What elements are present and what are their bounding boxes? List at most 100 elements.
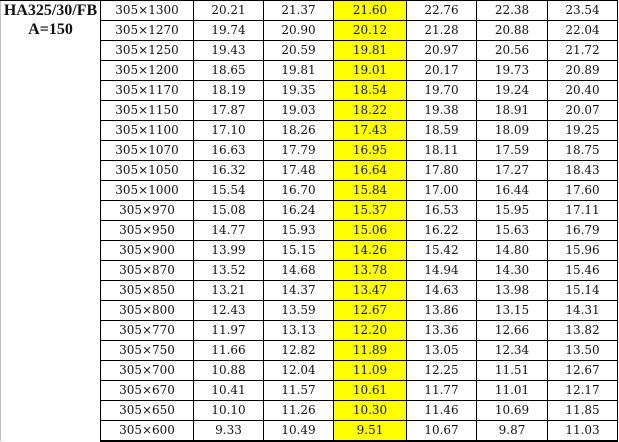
value-cell[interactable]: 11.66 — [193, 340, 264, 361]
value-cell[interactable]: 16.53 — [406, 200, 477, 221]
value-cell[interactable]: 15.08 — [193, 200, 264, 221]
value-cell[interactable]: 16.63 — [193, 140, 264, 161]
value-cell[interactable]: 10.49 — [263, 420, 334, 442]
value-cell[interactable]: 16.70 — [263, 180, 334, 201]
value-cell[interactable]: 14.77 — [193, 220, 264, 241]
value-cell[interactable]: 14.63 — [406, 280, 477, 301]
value-cell[interactable]: 18.91 — [476, 100, 548, 121]
value-cell[interactable]: 10.41 — [193, 380, 264, 401]
value-cell[interactable]: 20.21 — [193, 0, 264, 21]
size-cell[interactable]: 305×950 — [100, 220, 194, 241]
value-cell[interactable]: 17.27 — [476, 160, 548, 181]
value-cell[interactable]: 17.80 — [406, 160, 477, 181]
value-cell[interactable]: 13.52 — [193, 260, 264, 281]
value-cell[interactable]: 12.67 — [547, 360, 618, 381]
value-cell[interactable]: 13.50 — [547, 340, 618, 361]
value-cell[interactable]: 15.14 — [547, 280, 618, 301]
value-cell[interactable]: 16.32 — [193, 160, 264, 181]
value-cell[interactable]: 18.59 — [406, 120, 477, 141]
size-cell[interactable]: 305×1000 — [100, 180, 194, 201]
value-cell[interactable]: 18.22 — [333, 100, 407, 121]
value-cell[interactable]: 15.15 — [263, 240, 334, 261]
size-cell[interactable]: 305×650 — [100, 400, 194, 421]
value-cell[interactable]: 18.54 — [333, 80, 407, 101]
value-cell[interactable]: 11.03 — [547, 420, 618, 442]
size-cell[interactable]: 305×1170 — [100, 80, 194, 101]
value-cell[interactable]: 14.26 — [333, 240, 407, 261]
value-cell[interactable]: 11.51 — [476, 360, 548, 381]
value-cell[interactable]: 20.90 — [263, 20, 334, 41]
value-cell[interactable]: 20.97 — [406, 40, 477, 61]
value-cell[interactable]: 13.59 — [263, 300, 334, 321]
value-cell[interactable]: 18.11 — [406, 140, 477, 161]
value-cell[interactable]: 19.81 — [333, 40, 407, 61]
value-cell[interactable]: 13.15 — [476, 300, 548, 321]
value-cell[interactable]: 13.86 — [406, 300, 477, 321]
size-cell[interactable]: 305×1270 — [100, 20, 194, 41]
value-cell[interactable]: 11.77 — [406, 380, 477, 401]
value-cell[interactable]: 9.33 — [193, 420, 264, 442]
value-cell[interactable]: 21.72 — [547, 40, 618, 61]
value-cell[interactable]: 19.70 — [406, 80, 477, 101]
value-cell[interactable]: 18.09 — [476, 120, 548, 141]
value-cell[interactable]: 19.38 — [406, 100, 477, 121]
value-cell[interactable]: 20.07 — [547, 100, 618, 121]
value-cell[interactable]: 10.88 — [193, 360, 264, 381]
value-cell[interactable]: 15.54 — [193, 180, 264, 201]
size-cell[interactable]: 305×850 — [100, 280, 194, 301]
value-cell[interactable]: 23.54 — [547, 0, 618, 21]
value-cell[interactable]: 13.99 — [193, 240, 264, 261]
size-cell[interactable]: 305×670 — [100, 380, 194, 401]
size-cell[interactable]: 305×1150 — [100, 100, 194, 121]
value-cell[interactable]: 17.00 — [406, 180, 477, 201]
value-cell[interactable]: 15.46 — [547, 260, 618, 281]
value-cell[interactable]: 18.19 — [193, 80, 264, 101]
value-cell[interactable]: 11.57 — [263, 380, 334, 401]
size-cell[interactable]: 305×900 — [100, 240, 194, 261]
value-cell[interactable]: 13.05 — [406, 340, 477, 361]
value-cell[interactable]: 21.60 — [333, 0, 407, 21]
size-cell[interactable]: 305×750 — [100, 340, 194, 361]
value-cell[interactable]: 11.97 — [193, 320, 264, 341]
value-cell[interactable]: 20.12 — [333, 20, 407, 41]
value-cell[interactable]: 15.84 — [333, 180, 407, 201]
value-cell[interactable]: 14.68 — [263, 260, 334, 281]
value-cell[interactable]: 15.93 — [263, 220, 334, 241]
value-cell[interactable]: 17.43 — [333, 120, 407, 141]
value-cell[interactable]: 15.06 — [333, 220, 407, 241]
value-cell[interactable]: 15.96 — [547, 240, 618, 261]
value-cell[interactable]: 14.80 — [476, 240, 548, 261]
value-cell[interactable]: 12.67 — [333, 300, 407, 321]
value-cell[interactable]: 16.24 — [263, 200, 334, 221]
value-cell[interactable]: 11.89 — [333, 340, 407, 361]
value-cell[interactable]: 12.34 — [476, 340, 548, 361]
value-cell[interactable]: 21.28 — [406, 20, 477, 41]
value-cell[interactable]: 18.65 — [193, 60, 264, 81]
model-title-cell[interactable]: HA325/30/FB A=150 — [0, 0, 101, 441]
size-cell[interactable]: 305×770 — [100, 320, 194, 341]
value-cell[interactable]: 12.66 — [476, 320, 548, 341]
value-cell[interactable]: 19.24 — [476, 80, 548, 101]
value-cell[interactable]: 22.04 — [547, 20, 618, 41]
value-cell[interactable]: 9.51 — [333, 420, 407, 442]
value-cell[interactable]: 19.43 — [193, 40, 264, 61]
value-cell[interactable]: 10.30 — [333, 400, 407, 421]
value-cell[interactable]: 20.59 — [263, 40, 334, 61]
value-cell[interactable]: 16.44 — [476, 180, 548, 201]
value-cell[interactable]: 19.01 — [333, 60, 407, 81]
value-cell[interactable]: 19.35 — [263, 80, 334, 101]
value-cell[interactable]: 16.64 — [333, 160, 407, 181]
value-cell[interactable]: 20.17 — [406, 60, 477, 81]
value-cell[interactable]: 11.85 — [547, 400, 618, 421]
value-cell[interactable]: 20.40 — [547, 80, 618, 101]
value-cell[interactable]: 11.09 — [333, 360, 407, 381]
value-cell[interactable]: 17.79 — [263, 140, 334, 161]
value-cell[interactable]: 18.75 — [547, 140, 618, 161]
value-cell[interactable]: 10.67 — [406, 420, 477, 442]
value-cell[interactable]: 14.31 — [547, 300, 618, 321]
value-cell[interactable]: 12.25 — [406, 360, 477, 381]
value-cell[interactable]: 12.82 — [263, 340, 334, 361]
value-cell[interactable]: 20.88 — [476, 20, 548, 41]
value-cell[interactable]: 18.43 — [547, 160, 618, 181]
value-cell[interactable]: 16.79 — [547, 220, 618, 241]
